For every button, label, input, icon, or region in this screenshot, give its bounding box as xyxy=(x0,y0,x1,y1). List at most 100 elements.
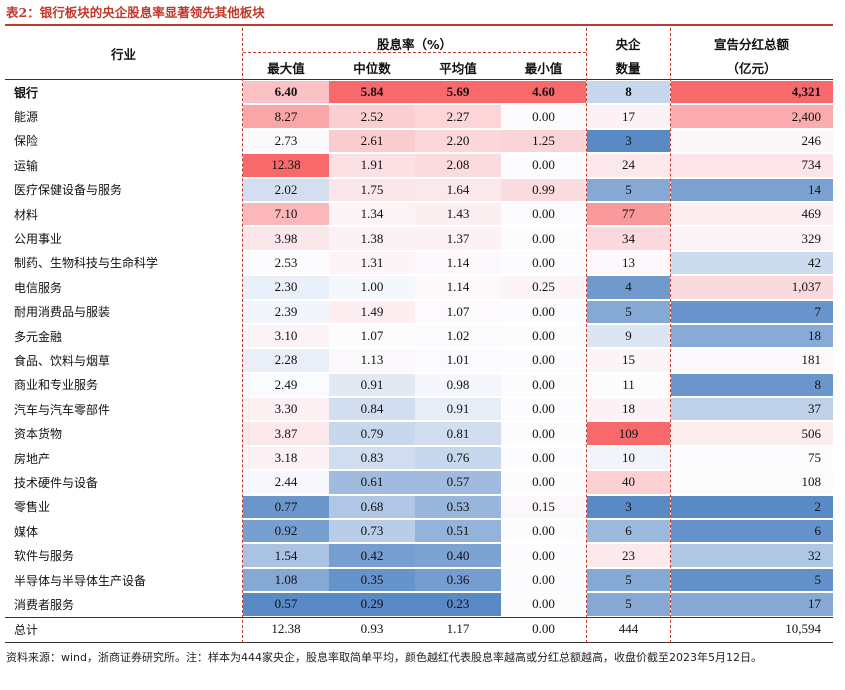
cell-max: 3.18 xyxy=(243,446,329,470)
cell-median: 1.75 xyxy=(329,178,415,201)
industry-name: 软件与服务 xyxy=(14,549,75,564)
cell-min: 0.99 xyxy=(501,178,586,201)
cell-count: 40 xyxy=(587,471,670,494)
cell-count: 109 xyxy=(587,422,670,445)
col-separator-1 xyxy=(242,28,243,643)
cell-count: 5 xyxy=(587,300,670,323)
cell-max: 3.30 xyxy=(243,398,329,421)
cell-count: 5 xyxy=(587,178,670,201)
cell-max: 2.30 xyxy=(243,276,329,299)
table-row: 消费者服务 0.57 0.29 0.23 0.00 5 17 xyxy=(5,592,833,616)
cell-count: 5 xyxy=(587,593,670,616)
cell-median: 0.61 xyxy=(329,471,415,494)
cell-mean: 0.57 xyxy=(415,471,501,494)
cell-max: 0.77 xyxy=(243,495,329,519)
cell-total: 17 xyxy=(671,593,833,616)
cell-mean: 5.69 xyxy=(415,81,501,104)
cell-median: 1.34 xyxy=(329,202,415,226)
table-row: 公用事业 3.98 1.38 1.37 0.00 34 329 xyxy=(5,226,833,250)
cell-total: 42 xyxy=(671,251,833,275)
cell-total: 246 xyxy=(671,129,833,153)
header-soe-count-2: 数量 xyxy=(615,61,641,76)
cell-median: 1.07 xyxy=(329,324,415,348)
cell-max: 2.39 xyxy=(243,300,329,323)
industry-name: 半导体与半导体生产设备 xyxy=(14,573,147,588)
title-rule xyxy=(5,24,833,26)
industry-name: 银行 xyxy=(14,85,39,100)
cell-mean: 0.36 xyxy=(415,568,501,592)
cell-total: 1,037 xyxy=(671,276,833,299)
cell-median: 0.83 xyxy=(329,446,415,470)
header-industry: 行业 xyxy=(110,47,136,62)
cell-count: 8 xyxy=(587,81,670,104)
cell-median: 0.68 xyxy=(329,495,415,519)
cell-count: 3 xyxy=(587,129,670,153)
cell-mean: 0.23 xyxy=(415,593,501,616)
industry-name: 零售业 xyxy=(14,500,51,515)
cell-count: 18 xyxy=(587,398,670,421)
table-row: 材料 7.10 1.34 1.43 0.00 77 469 xyxy=(5,202,833,226)
cell-median: 0.79 xyxy=(329,422,415,445)
cell-mean: 1.14 xyxy=(415,251,501,275)
cell-max: 3.98 xyxy=(243,227,329,250)
industry-name: 技术硬件与设备 xyxy=(14,475,99,490)
cell-min: 0.25 xyxy=(501,276,586,299)
cell-count: 6 xyxy=(587,520,670,543)
cell-median: 0.84 xyxy=(329,398,415,421)
industry-name: 商业和专业服务 xyxy=(14,378,99,393)
cell-min: 1.25 xyxy=(501,129,586,153)
cell-max: 3.10 xyxy=(243,324,329,348)
cell-min: 0.00 xyxy=(501,154,586,177)
industry-name: 多元金融 xyxy=(14,329,63,344)
cell-total: 469 xyxy=(671,202,833,226)
cell-max: 1.54 xyxy=(243,544,329,567)
cell-total: 37 xyxy=(671,398,833,421)
cell-max: 1.08 xyxy=(243,568,329,592)
cell-total: 14 xyxy=(671,178,833,201)
cell-total: 8 xyxy=(671,373,833,397)
cell-mean: 0.53 xyxy=(415,495,501,519)
industry-name: 资本货物 xyxy=(14,427,63,442)
industry-name: 运输 xyxy=(14,158,39,173)
cell-max: 3.87 xyxy=(243,422,329,445)
cell-median: 0.91 xyxy=(329,373,415,397)
table-body: 银行 6.40 5.84 5.69 4.60 8 4,321 能源 8.27 2.52 2.27 0.… xyxy=(5,80,833,617)
total-median: 0.93 xyxy=(360,621,384,637)
cell-total: 108 xyxy=(671,471,833,494)
cell-min: 4.60 xyxy=(501,81,586,104)
cell-total: 329 xyxy=(671,227,833,250)
header-dividend-yield: 股息率（%） xyxy=(376,37,453,52)
cell-count: 5 xyxy=(587,568,670,592)
table-row: 能源 8.27 2.52 2.27 0.00 17 2,400 xyxy=(5,104,833,128)
table-row: 汽车与汽车零部件 3.30 0.84 0.91 0.00 18 37 xyxy=(5,397,833,421)
cell-total: 5 xyxy=(671,568,833,592)
cell-count: 15 xyxy=(587,349,670,372)
cell-total: 734 xyxy=(671,154,833,177)
total-total: 10,594 xyxy=(785,621,821,637)
cell-median: 1.38 xyxy=(329,227,415,250)
cell-max: 2.49 xyxy=(243,373,329,397)
cell-mean: 2.20 xyxy=(415,129,501,153)
cell-min: 0.00 xyxy=(501,398,586,421)
cell-total: 2,400 xyxy=(671,105,833,128)
cell-median: 1.49 xyxy=(329,300,415,323)
industry-name: 材料 xyxy=(14,207,39,222)
cell-max: 2.02 xyxy=(243,178,329,201)
cell-median: 1.00 xyxy=(329,276,415,299)
cell-mean: 2.08 xyxy=(415,154,501,177)
cell-total: 2 xyxy=(671,495,833,519)
header-rule xyxy=(243,52,586,53)
header-max: 最大值 xyxy=(267,61,305,76)
table-row: 零售业 0.77 0.68 0.53 0.15 3 2 xyxy=(5,495,833,519)
cell-mean: 0.40 xyxy=(415,544,501,567)
table-row: 资本货物 3.87 0.79 0.81 0.00 109 506 xyxy=(5,421,833,445)
total-rule xyxy=(5,617,833,618)
header-mean: 平均值 xyxy=(439,61,477,76)
cell-min: 0.00 xyxy=(501,373,586,397)
table-row: 房地产 3.18 0.83 0.76 0.00 10 75 xyxy=(5,446,833,470)
cell-median: 0.42 xyxy=(329,544,415,567)
cell-count: 77 xyxy=(587,202,670,226)
table-row: 运输 12.38 1.91 2.08 0.00 24 734 xyxy=(5,153,833,177)
cell-count: 24 xyxy=(587,154,670,177)
cell-total: 6 xyxy=(671,520,833,543)
